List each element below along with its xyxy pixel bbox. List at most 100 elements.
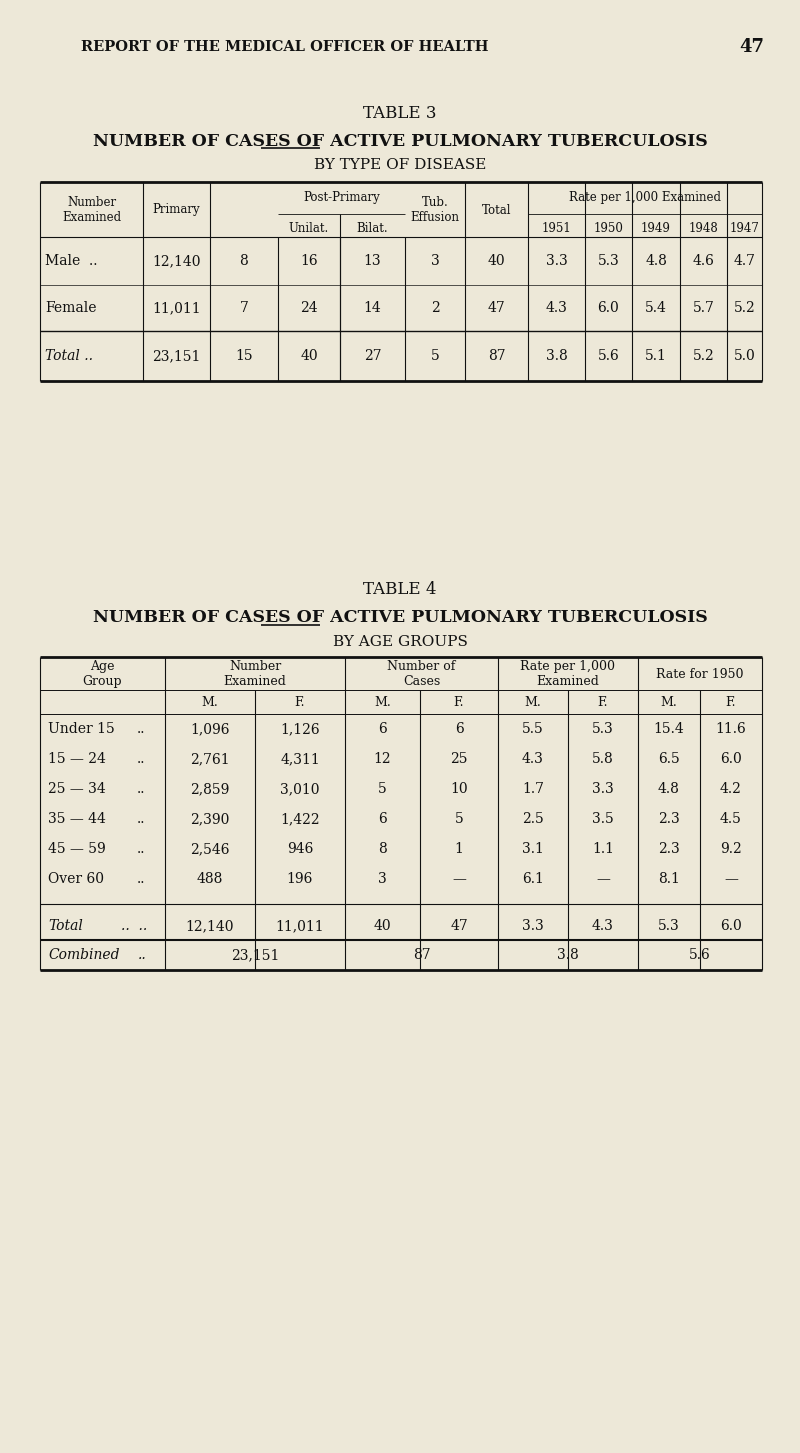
- Text: 2.3: 2.3: [658, 841, 680, 856]
- Text: 4.8: 4.8: [645, 254, 667, 267]
- Text: 1.1: 1.1: [592, 841, 614, 856]
- Text: 4.2: 4.2: [720, 782, 742, 796]
- Text: 11,011: 11,011: [152, 301, 201, 315]
- Text: 1,126: 1,126: [280, 722, 320, 737]
- Text: 6.5: 6.5: [658, 753, 680, 766]
- Text: M.: M.: [202, 696, 218, 709]
- Text: 15.4: 15.4: [654, 722, 684, 737]
- Text: 4.3: 4.3: [546, 301, 567, 315]
- Text: 2: 2: [430, 301, 439, 315]
- Text: 40: 40: [488, 254, 506, 267]
- Text: 4.8: 4.8: [658, 782, 680, 796]
- Text: —: —: [724, 872, 738, 886]
- Text: 5.6: 5.6: [598, 349, 619, 363]
- Text: 2.3: 2.3: [658, 812, 680, 825]
- Text: 1,422: 1,422: [280, 812, 320, 825]
- Text: 5.1: 5.1: [645, 349, 667, 363]
- Text: 87: 87: [413, 947, 430, 962]
- Text: 196: 196: [287, 872, 313, 886]
- Text: NUMBER OF CASES OF ACTIVE PULMONARY TUBERCULOSIS: NUMBER OF CASES OF ACTIVE PULMONARY TUBE…: [93, 609, 707, 626]
- Text: ..: ..: [137, 872, 145, 886]
- Text: M.: M.: [661, 696, 678, 709]
- Text: 4.5: 4.5: [720, 812, 742, 825]
- Text: 6.0: 6.0: [598, 301, 619, 315]
- Text: F.: F.: [454, 696, 464, 709]
- Text: REPORT OF THE MEDICAL OFFICER OF HEALTH: REPORT OF THE MEDICAL OFFICER OF HEALTH: [82, 41, 489, 54]
- Text: TABLE 3: TABLE 3: [363, 105, 437, 122]
- Text: Rate per 1,000 Examined: Rate per 1,000 Examined: [569, 192, 721, 205]
- Text: 3.3: 3.3: [592, 782, 614, 796]
- Text: Bilat.: Bilat.: [357, 221, 388, 234]
- Text: 5.2: 5.2: [734, 301, 755, 315]
- Text: 47: 47: [488, 301, 506, 315]
- Text: 12,140: 12,140: [152, 254, 201, 267]
- Text: 5.3: 5.3: [592, 722, 614, 737]
- Text: 3.3: 3.3: [546, 254, 567, 267]
- Text: 6.1: 6.1: [522, 872, 544, 886]
- Text: Under 15: Under 15: [48, 722, 114, 737]
- Text: 27: 27: [364, 349, 382, 363]
- Text: Total ..: Total ..: [45, 349, 93, 363]
- Text: 5.2: 5.2: [693, 349, 714, 363]
- Text: 1.7: 1.7: [522, 782, 544, 796]
- Text: 47: 47: [739, 38, 765, 57]
- Text: 6.0: 6.0: [720, 753, 742, 766]
- Text: Number
Examined: Number Examined: [223, 660, 286, 689]
- Text: BY AGE GROUPS: BY AGE GROUPS: [333, 635, 467, 649]
- Text: 47: 47: [450, 918, 468, 933]
- Text: 5.8: 5.8: [592, 753, 614, 766]
- Text: 5.0: 5.0: [734, 349, 755, 363]
- Text: 8.1: 8.1: [658, 872, 680, 886]
- Text: 24: 24: [300, 301, 318, 315]
- Text: 15 — 24: 15 — 24: [48, 753, 106, 766]
- Text: 3,010: 3,010: [280, 782, 320, 796]
- Text: 3.5: 3.5: [592, 812, 614, 825]
- Text: 1948: 1948: [689, 221, 718, 234]
- Text: 87: 87: [488, 349, 506, 363]
- Text: F.: F.: [598, 696, 608, 709]
- Text: M.: M.: [374, 696, 391, 709]
- Text: 3.3: 3.3: [522, 918, 544, 933]
- Text: 45 — 59: 45 — 59: [48, 841, 106, 856]
- Text: 5: 5: [430, 349, 439, 363]
- Text: ..: ..: [137, 722, 145, 737]
- Text: Combined: Combined: [48, 947, 119, 962]
- Text: Post-Primary: Post-Primary: [303, 192, 380, 205]
- Text: 25: 25: [450, 753, 468, 766]
- Text: 1951: 1951: [542, 221, 571, 234]
- Text: 4.3: 4.3: [592, 918, 614, 933]
- Text: 2,390: 2,390: [190, 812, 230, 825]
- Text: 4.6: 4.6: [693, 254, 714, 267]
- Text: 23,151: 23,151: [231, 947, 279, 962]
- Text: Age
Group: Age Group: [82, 660, 122, 689]
- Text: ..: ..: [137, 782, 145, 796]
- Text: F.: F.: [294, 696, 306, 709]
- Text: Unilat.: Unilat.: [289, 221, 329, 234]
- Text: 5.7: 5.7: [693, 301, 714, 315]
- Text: 5.3: 5.3: [658, 918, 680, 933]
- Text: Over 60: Over 60: [48, 872, 104, 886]
- Text: 8: 8: [378, 841, 387, 856]
- Text: 2,546: 2,546: [190, 841, 230, 856]
- Text: F.: F.: [726, 696, 736, 709]
- Text: ..: ..: [137, 841, 145, 856]
- Text: M.: M.: [525, 696, 542, 709]
- Text: 9.2: 9.2: [720, 841, 742, 856]
- Text: 6: 6: [378, 812, 387, 825]
- Text: BY TYPE OF DISEASE: BY TYPE OF DISEASE: [314, 158, 486, 171]
- Text: 946: 946: [287, 841, 313, 856]
- Text: 1949: 1949: [641, 221, 671, 234]
- Text: 3.8: 3.8: [557, 947, 579, 962]
- Text: 11.6: 11.6: [716, 722, 746, 737]
- Text: 2,859: 2,859: [190, 782, 230, 796]
- Text: —: —: [452, 872, 466, 886]
- Text: 1,096: 1,096: [190, 722, 230, 737]
- Text: NUMBER OF CASES OF ACTIVE PULMONARY TUBERCULOSIS: NUMBER OF CASES OF ACTIVE PULMONARY TUBE…: [93, 132, 707, 150]
- Text: 6: 6: [454, 722, 463, 737]
- Text: 40: 40: [374, 918, 391, 933]
- Text: 12,140: 12,140: [186, 918, 234, 933]
- Text: 5.3: 5.3: [598, 254, 619, 267]
- Text: 1947: 1947: [730, 221, 759, 234]
- Text: —: —: [596, 872, 610, 886]
- Text: Male  ..: Male ..: [45, 254, 98, 267]
